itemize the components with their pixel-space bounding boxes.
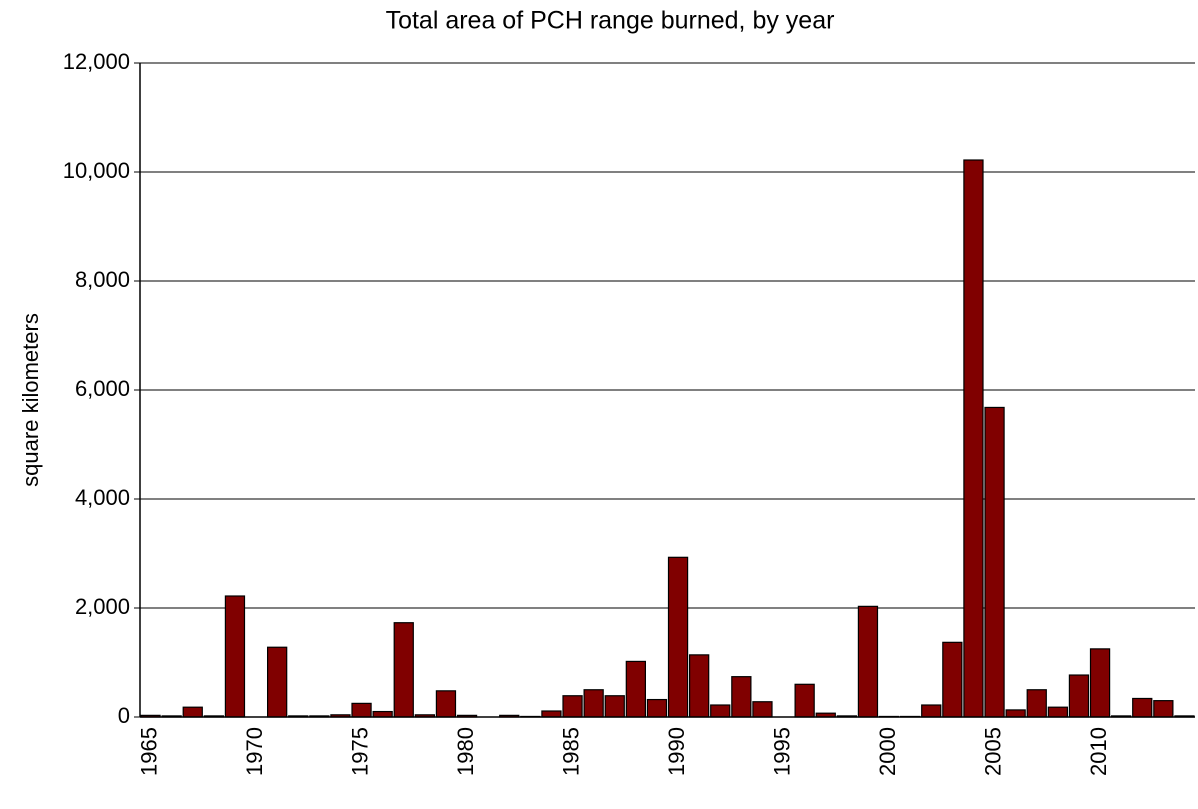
bar bbox=[794, 683, 815, 718]
bar bbox=[267, 646, 288, 718]
y-tick-label: 10,000 bbox=[63, 158, 130, 183]
bar bbox=[1047, 706, 1069, 718]
bar bbox=[372, 710, 393, 718]
bar bbox=[541, 710, 562, 718]
x-tick-label: 2005 bbox=[980, 727, 1005, 776]
bar bbox=[752, 701, 773, 718]
bar bbox=[963, 159, 984, 718]
bar bbox=[1153, 700, 1174, 718]
y-tick-label: 12,000 bbox=[63, 49, 130, 74]
chart-title: Total area of PCH range burned, by year bbox=[386, 7, 835, 35]
y-tick-label: 2,000 bbox=[75, 594, 130, 619]
x-tick-label: 1965 bbox=[136, 727, 161, 776]
bar bbox=[984, 406, 1005, 718]
y-tick-label: 0 bbox=[118, 703, 130, 728]
bar bbox=[182, 706, 203, 718]
x-tick-label: 1970 bbox=[242, 727, 267, 776]
bar bbox=[435, 690, 457, 718]
x-tick-label: 2000 bbox=[875, 727, 900, 776]
bar bbox=[562, 695, 583, 718]
bar bbox=[1132, 697, 1153, 718]
bar bbox=[710, 704, 731, 718]
x-tick-label: 1995 bbox=[769, 727, 794, 776]
bar bbox=[921, 704, 942, 718]
bar bbox=[604, 695, 625, 718]
bar bbox=[583, 689, 604, 718]
grid bbox=[140, 62, 1195, 718]
bar bbox=[731, 676, 752, 718]
bar bbox=[224, 595, 246, 718]
bar bbox=[393, 622, 414, 718]
x-tick-label: 1990 bbox=[664, 727, 689, 776]
x-tick-label: 1975 bbox=[347, 727, 372, 776]
bar bbox=[667, 556, 689, 718]
x-tick-label: 1985 bbox=[558, 727, 583, 776]
y-tick-label: 4,000 bbox=[75, 485, 130, 510]
bar bbox=[688, 654, 710, 718]
bar bbox=[351, 702, 372, 718]
x-tick-label: 1980 bbox=[453, 727, 478, 776]
bar bbox=[625, 660, 646, 718]
bar bbox=[857, 605, 879, 718]
bar bbox=[942, 641, 963, 718]
x-tick-label: 2010 bbox=[1086, 727, 1111, 776]
bar bbox=[1068, 674, 1090, 718]
bar bbox=[646, 698, 668, 718]
bar bbox=[1026, 689, 1047, 718]
y-axis-label: square kilometers bbox=[18, 313, 43, 487]
y-tick-label: 8,000 bbox=[75, 267, 130, 292]
bar bbox=[1089, 648, 1111, 718]
y-tick-label: 6,000 bbox=[75, 376, 130, 401]
bar bbox=[1005, 709, 1026, 718]
bars bbox=[140, 159, 1195, 718]
